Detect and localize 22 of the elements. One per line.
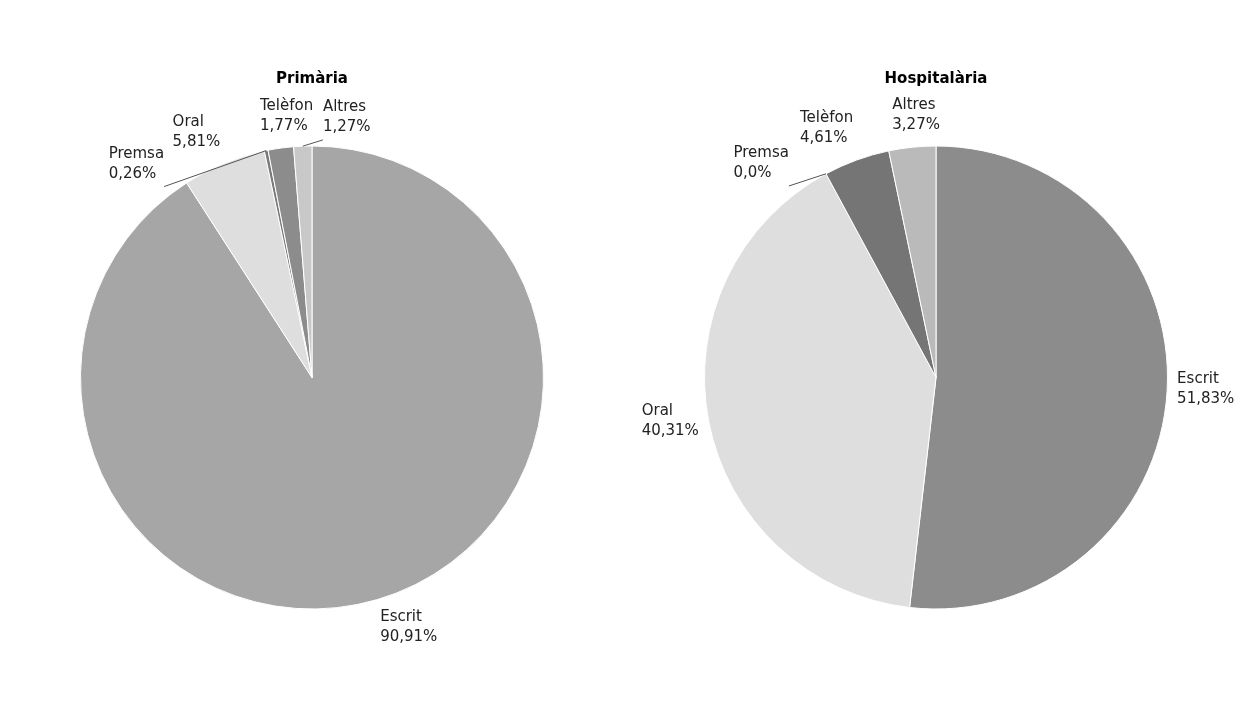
slice-label: Oral xyxy=(172,111,204,130)
data-label: 1,27% xyxy=(322,117,371,136)
data-label: 90,91% xyxy=(380,626,438,645)
data-label: 40,31% xyxy=(641,420,699,439)
data-label: 1,77% xyxy=(259,115,308,134)
slice-label: Altres xyxy=(322,97,367,116)
data-label: 0,26% xyxy=(108,163,157,182)
chart-title: Primària xyxy=(276,68,348,87)
slice-label: Escrit xyxy=(1177,368,1219,387)
slice-label: Telèfon xyxy=(258,95,314,114)
data-label: 51,83% xyxy=(1177,388,1235,407)
data-label: 5,81% xyxy=(172,131,221,150)
data-label: 3,27% xyxy=(892,114,940,133)
slice-label: Oral xyxy=(641,400,674,419)
slice-label: Telèfon xyxy=(798,108,854,127)
chart-title: Hospitalària xyxy=(884,68,988,87)
text: 0,0% xyxy=(733,163,772,182)
slice-label: Premsa xyxy=(108,143,165,162)
category-label: Premsa xyxy=(733,143,789,162)
slice-label: Escrit xyxy=(380,606,423,625)
data-label: 4,61% xyxy=(799,128,848,147)
slice-label: Altres xyxy=(892,94,936,113)
